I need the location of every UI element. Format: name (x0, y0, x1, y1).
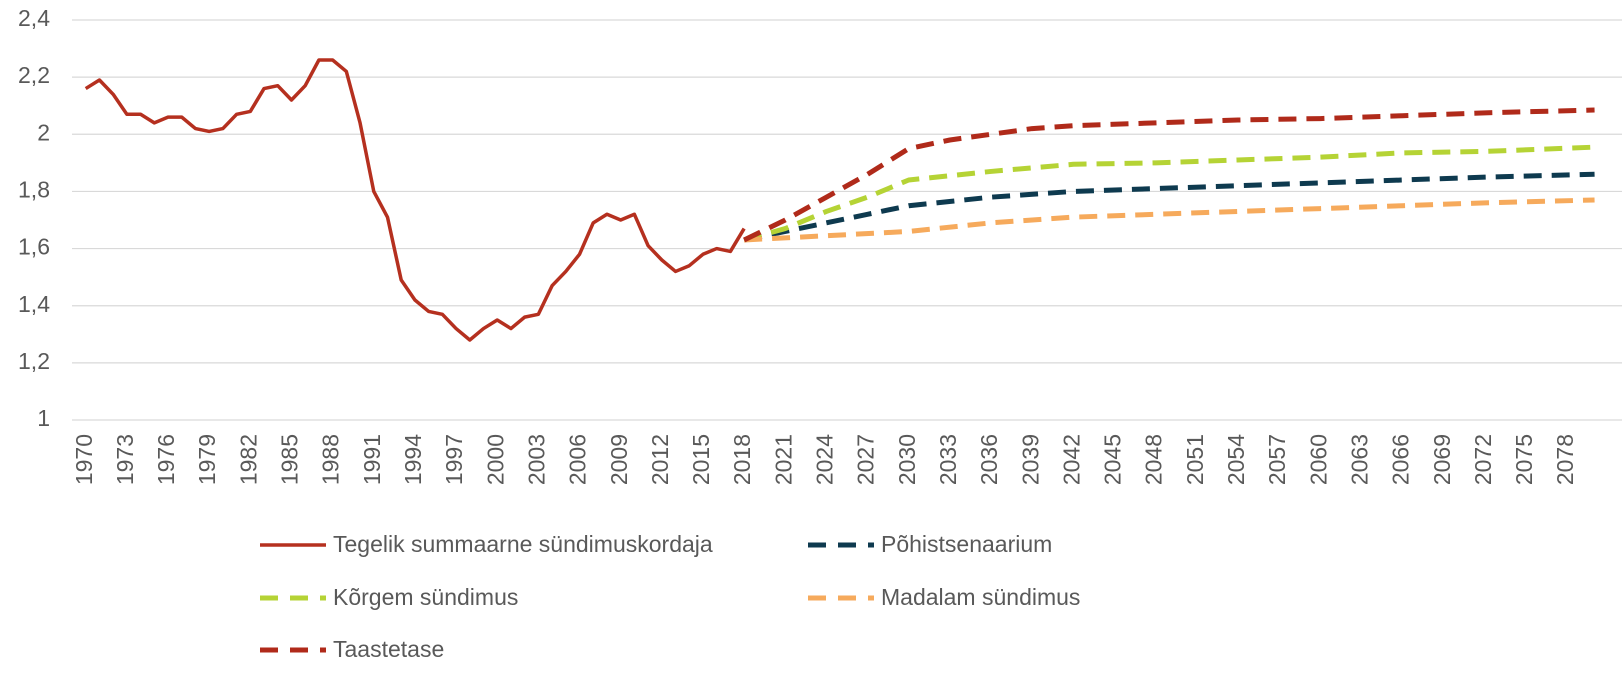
x-tick-label: 2015 (688, 434, 714, 485)
x-tick-label: 2030 (894, 434, 920, 485)
x-tick-label: 2066 (1388, 434, 1414, 485)
x-tick-label: 1988 (318, 434, 344, 485)
legend-label: Põhistsenaarium (881, 531, 1052, 557)
x-tick-label: 2069 (1429, 434, 1455, 485)
x-tick-label: 2021 (770, 434, 796, 485)
series-line (84, 58, 746, 342)
x-tick-label: 2003 (523, 434, 549, 485)
x-tick-label: 2024 (812, 434, 838, 485)
x-tick-label: 1982 (235, 434, 261, 485)
x-tick-label: 2012 (647, 434, 673, 485)
x-tick-label: 2054 (1223, 434, 1249, 485)
x-tick-label: 1979 (194, 434, 220, 485)
x-tick-label: 2027 (853, 434, 879, 485)
x-tick-label: 2072 (1470, 434, 1496, 485)
x-tick-label: 2051 (1182, 434, 1208, 485)
y-tick-label: 2,4 (18, 5, 50, 31)
x-tick-label: 2042 (1058, 434, 1084, 485)
x-tick-label: 2075 (1511, 434, 1537, 485)
x-tick-label: 1991 (359, 434, 385, 485)
x-tick-label: 2006 (565, 434, 591, 485)
x-tick-label: 2063 (1346, 434, 1372, 485)
series-line (743, 144, 1595, 243)
series-line (743, 197, 1595, 243)
x-tick-label: 1970 (71, 434, 97, 485)
x-tick-label: 1985 (277, 434, 303, 485)
y-tick-label: 2 (37, 119, 50, 145)
x-tick-label: 1976 (153, 434, 179, 485)
legend-label: Taastetase (333, 636, 444, 662)
y-tick-label: 1,8 (18, 177, 50, 203)
x-tick-label: 1994 (400, 434, 426, 485)
x-tick-label: 2060 (1305, 434, 1331, 485)
x-tick-label: 2033 (935, 434, 961, 485)
x-tick-label: 1973 (112, 434, 138, 485)
x-tick-label: 2036 (976, 434, 1002, 485)
legend-label: Madalam sündimus (881, 584, 1080, 610)
y-tick-label: 1 (37, 405, 50, 431)
series-line (743, 107, 1595, 243)
x-tick-label: 1997 (441, 434, 467, 485)
legend-label: Tegelik summaarne sündimuskordaja (333, 531, 713, 557)
legend-label: Kõrgem sündimus (333, 584, 518, 610)
y-tick-label: 2,2 (18, 62, 50, 88)
x-tick-label: 2039 (1017, 434, 1043, 485)
series-line (743, 171, 1595, 243)
y-tick-label: 1,6 (18, 234, 50, 260)
x-tick-label: 2018 (729, 434, 755, 485)
x-tick-label: 2078 (1552, 434, 1578, 485)
x-tick-label: 2048 (1141, 434, 1167, 485)
y-tick-label: 1,4 (18, 291, 50, 317)
x-tick-label: 2045 (1100, 434, 1126, 485)
x-tick-label: 2057 (1264, 434, 1290, 485)
y-tick-label: 1,2 (18, 348, 50, 374)
x-tick-label: 2000 (482, 434, 508, 485)
x-tick-label: 2009 (606, 434, 632, 485)
